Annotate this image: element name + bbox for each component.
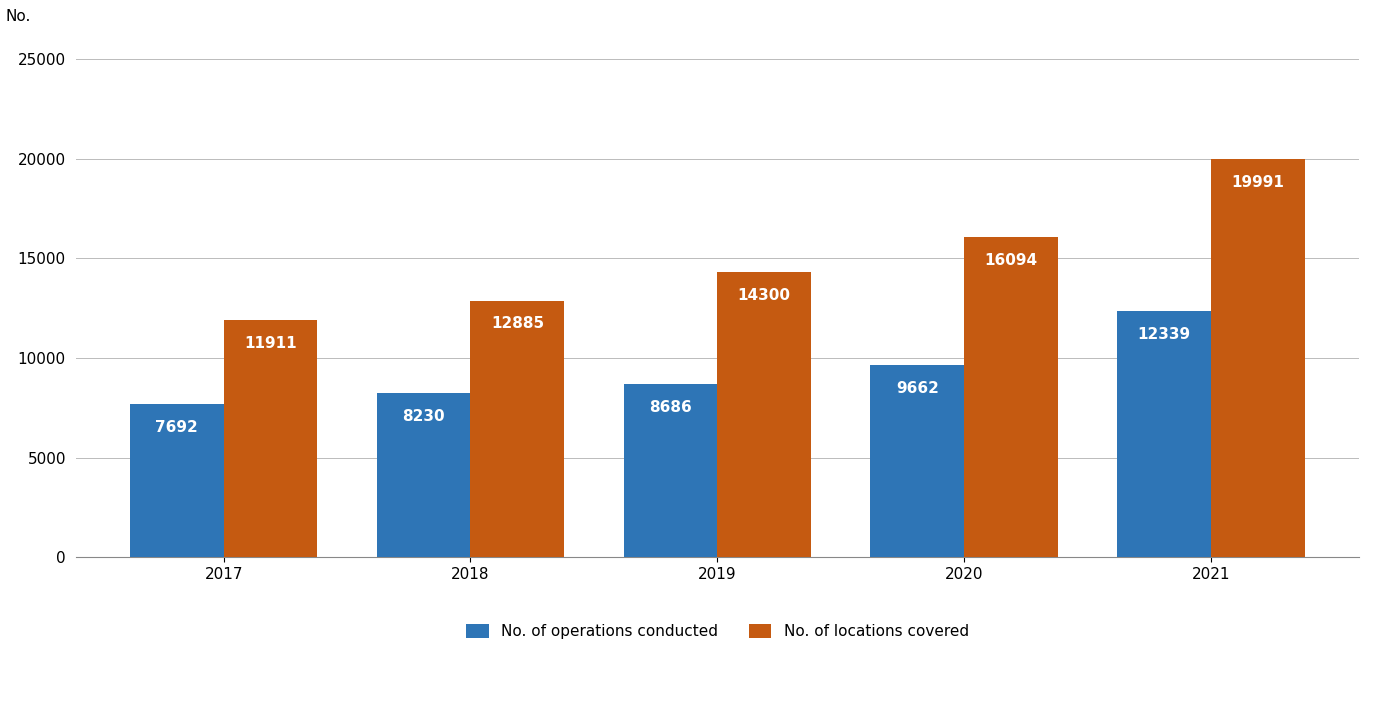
Text: 9662: 9662: [896, 380, 938, 396]
Bar: [965, 237, 1058, 557]
Text: 19991: 19991: [1231, 175, 1285, 190]
Text: 8230: 8230: [403, 409, 445, 424]
Bar: [1210, 159, 1305, 557]
Bar: [376, 393, 470, 557]
Text: 16094: 16094: [984, 252, 1037, 267]
Bar: [624, 384, 717, 557]
Bar: [1117, 311, 1210, 557]
Text: 14300: 14300: [738, 288, 790, 303]
Y-axis label: No.: No.: [5, 8, 30, 24]
Bar: [224, 320, 317, 557]
Legend: No. of operations conducted, No. of locations covered: No. of operations conducted, No. of loca…: [458, 617, 977, 647]
Bar: [717, 272, 811, 557]
Bar: [131, 404, 224, 557]
Bar: [870, 365, 965, 557]
Text: 12339: 12339: [1138, 327, 1191, 342]
Text: 7692: 7692: [155, 420, 198, 435]
Bar: [470, 300, 565, 557]
Text: 8686: 8686: [649, 400, 691, 415]
Text: 12885: 12885: [491, 317, 544, 332]
Text: 11911: 11911: [245, 336, 297, 351]
